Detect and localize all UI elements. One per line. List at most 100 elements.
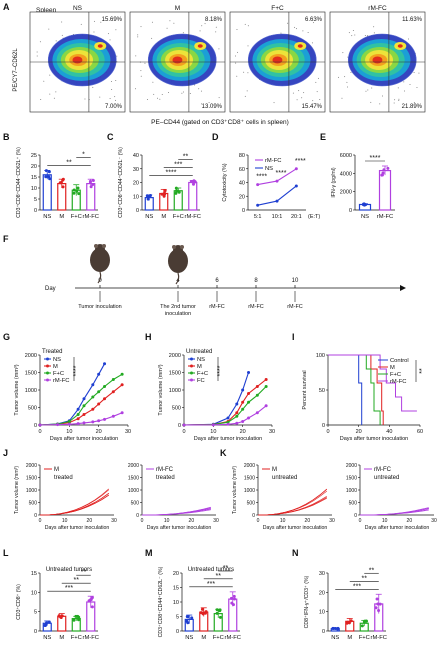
series-point — [120, 383, 124, 387]
flow-dot — [416, 87, 418, 89]
data-point — [59, 615, 63, 619]
flow-dot — [109, 98, 111, 100]
series-point — [235, 402, 239, 406]
data-point — [163, 191, 167, 195]
y-tick-label: 100 — [316, 353, 325, 359]
sig-label: **** — [166, 169, 177, 176]
data-point — [175, 189, 179, 193]
data-point — [190, 616, 194, 620]
y-tick-label: 15 — [31, 571, 37, 577]
flow-dot — [55, 91, 57, 93]
legend-label: rM-FC — [390, 379, 406, 385]
flow-dot — [215, 26, 217, 28]
flow-dot — [393, 102, 395, 104]
data-point — [58, 181, 62, 185]
y-tick-label: 30 — [319, 571, 325, 577]
x-tick-label: F+C — [71, 214, 82, 220]
flow-dot — [201, 25, 203, 27]
flow-dot — [200, 90, 202, 92]
x-tick-label: NS — [361, 214, 369, 220]
flow-dot — [313, 22, 315, 24]
flow-dot — [198, 88, 200, 90]
series-point — [111, 390, 115, 394]
x-tick-label: 5:1 — [254, 214, 262, 220]
series-point — [264, 378, 268, 381]
individual-growth-curve — [39, 493, 109, 516]
flow-dot — [161, 93, 163, 95]
legend-label: rM-FC — [53, 378, 69, 384]
flow-dot — [346, 81, 348, 83]
flow-dot — [204, 23, 206, 25]
flow-dot — [413, 71, 415, 73]
y-tick-label: 500 — [131, 501, 140, 507]
data-point — [218, 608, 222, 612]
flow-dot — [354, 34, 356, 36]
legend-marker — [190, 378, 193, 382]
data-point — [193, 180, 197, 184]
y-axis-label: Cytotoxicity (%) — [222, 163, 228, 201]
flow-dot — [100, 21, 102, 23]
x-axis-label: Days after tumor inoculation — [263, 525, 328, 531]
series-point — [103, 385, 107, 388]
flow-dot — [107, 33, 109, 35]
y-tick-label: 2000 — [128, 463, 139, 469]
flow-dot — [315, 81, 317, 83]
panel-letter-H: H — [145, 332, 152, 342]
x-unit-label: (E:T) — [308, 214, 320, 220]
legend-sublabel: untreated — [272, 475, 297, 481]
data-point — [91, 182, 95, 186]
x-tick-label: 30 — [329, 518, 335, 524]
series-point — [38, 423, 42, 427]
legend-label: M — [272, 467, 277, 473]
x-tick-label: 20 — [356, 429, 362, 435]
data-point — [88, 179, 92, 183]
sig-label: ** — [362, 575, 368, 582]
data-point — [44, 175, 48, 179]
timeline-label: The 2nd tumor — [160, 304, 196, 310]
flow-dot — [344, 76, 346, 78]
data-point — [349, 619, 353, 623]
flow-dot — [55, 40, 57, 42]
series-point — [103, 417, 107, 421]
individual-growth-curve — [257, 497, 327, 516]
y-tick-label: 500 — [247, 501, 256, 507]
individual-growth-curve — [257, 495, 327, 516]
flow-dot — [373, 26, 375, 28]
timeline-day: 10 — [292, 278, 299, 284]
sig-label: ** — [66, 159, 72, 166]
flow-dot — [236, 75, 238, 77]
flow-group-label: F+C — [271, 5, 284, 12]
data-point — [376, 602, 380, 606]
y-axis-label: Percent survival — [302, 370, 308, 409]
series-point — [97, 419, 101, 423]
flow-dot — [218, 48, 220, 50]
flow-dot — [218, 97, 220, 99]
y-tick-label: 80 — [239, 153, 245, 159]
x-tick-label: M — [201, 635, 206, 641]
x-tick-label: 20 — [305, 518, 311, 524]
data-point — [232, 597, 236, 601]
sig-label: ** — [419, 368, 426, 374]
y-tick-label: 500 — [172, 406, 181, 412]
series-point — [182, 423, 186, 427]
series-line — [39, 412, 123, 426]
y-tick-label: 1000 — [25, 388, 37, 394]
flow-dot — [347, 86, 349, 88]
flow-plot-NS: NS 15.69% 7.00% — [29, 5, 126, 113]
data-point — [200, 607, 204, 611]
x-tick-label: 20 — [87, 518, 93, 524]
series-point — [264, 385, 268, 388]
flow-dot — [36, 51, 38, 53]
panel-letter-D: D — [212, 132, 219, 142]
series-point — [235, 421, 239, 425]
flow-dot — [303, 92, 305, 94]
flow-dot — [92, 86, 94, 88]
flow-dot — [137, 34, 139, 36]
flow-dot — [364, 35, 366, 37]
flow-dot — [367, 34, 369, 36]
x-axis-label: Days after tumor inoculation — [194, 436, 262, 442]
y-axis-label: CD3⁺CD8⁺CD44⁻CD62L⁺ (%) — [16, 147, 22, 218]
y-tick-label: 15 — [173, 586, 179, 592]
